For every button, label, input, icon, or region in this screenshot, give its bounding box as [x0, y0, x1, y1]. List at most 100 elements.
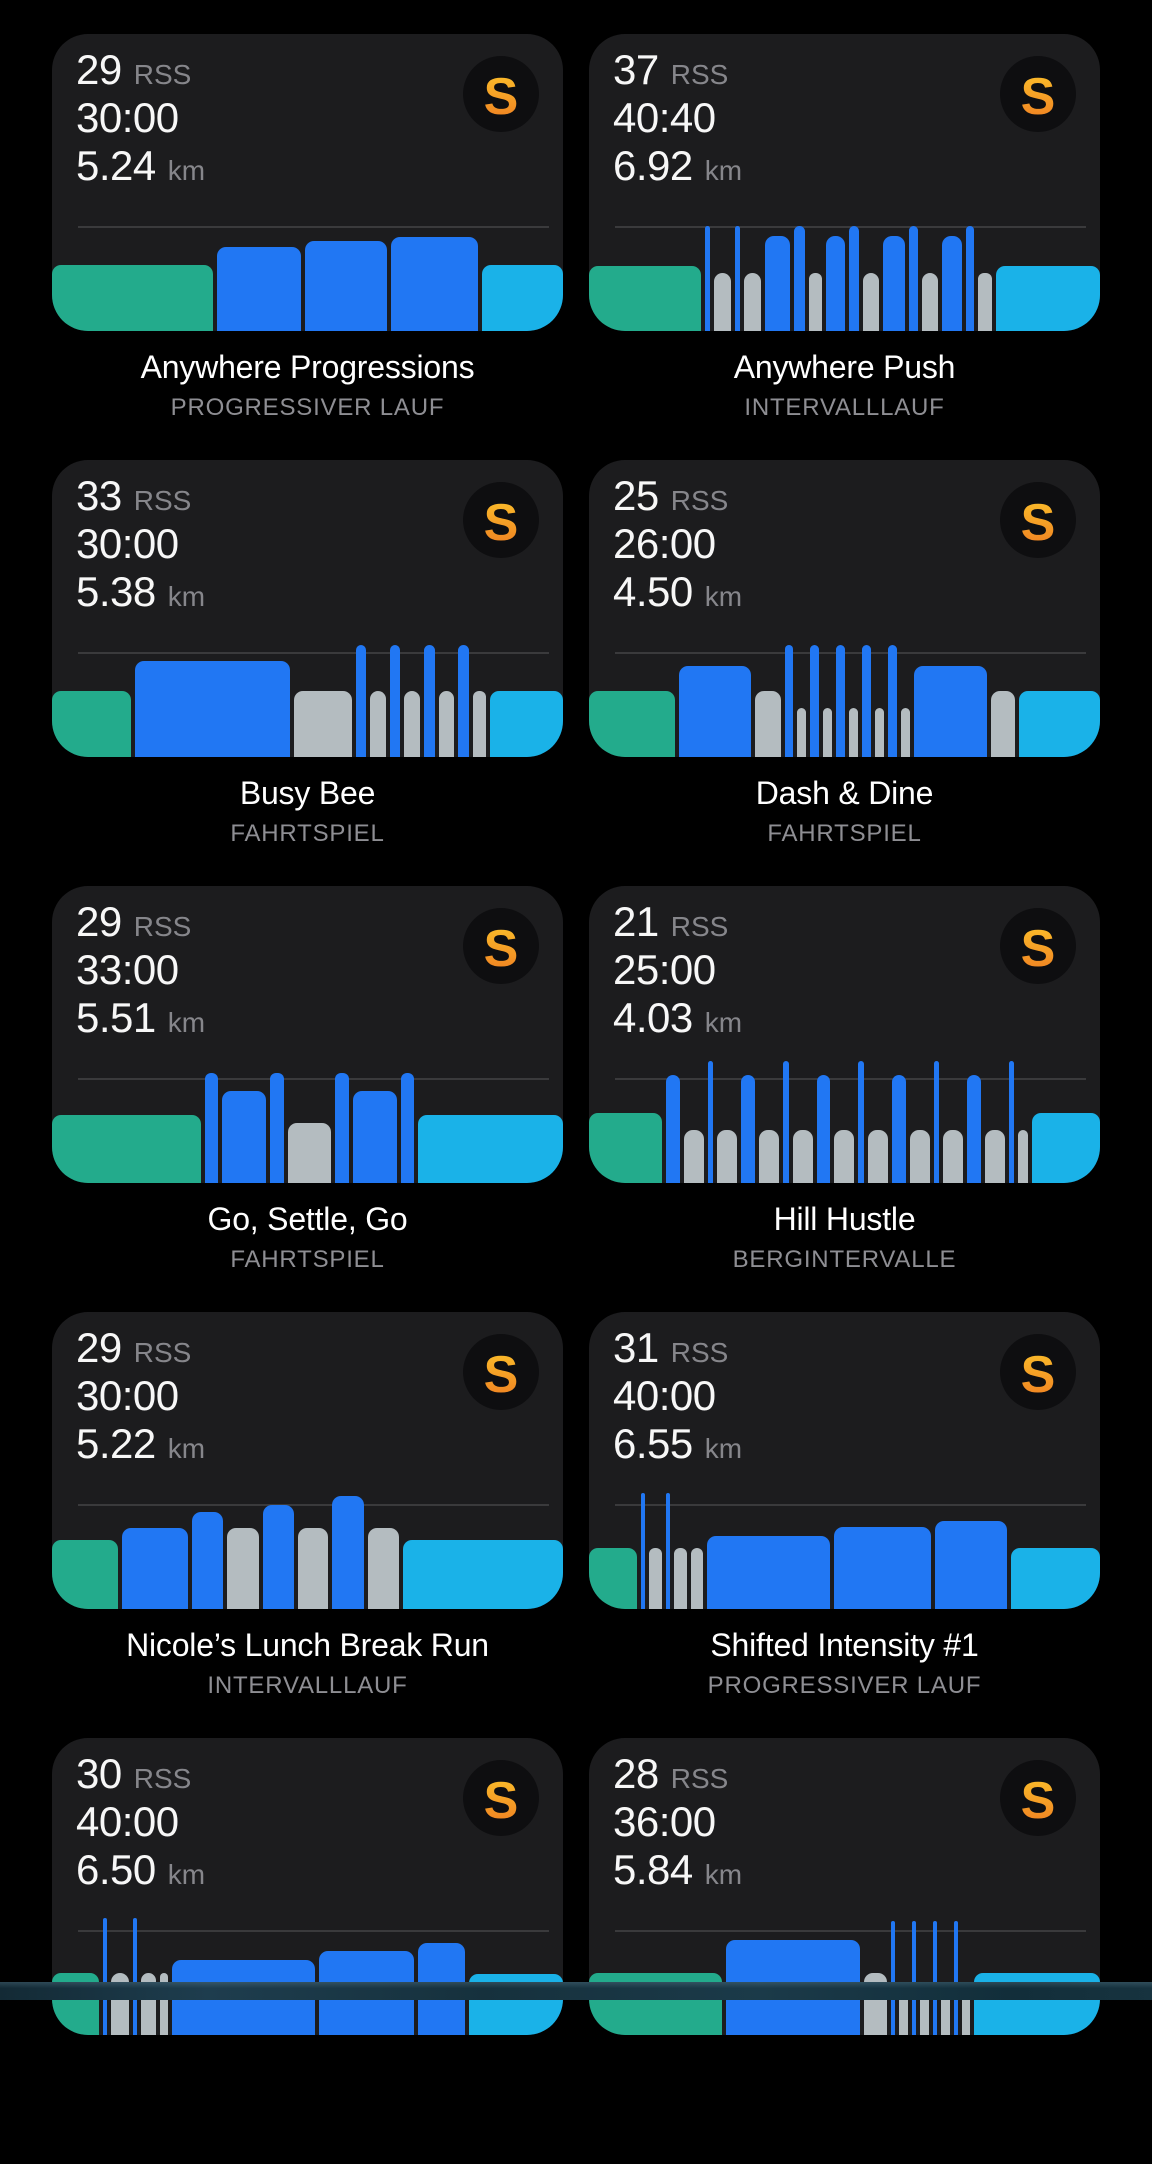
- svg-text:S: S: [1021, 1346, 1056, 1404]
- chart-bar-blue: [458, 645, 469, 757]
- chart-bar-gray: [875, 708, 884, 757]
- chart-bar-blue: [332, 1496, 363, 1609]
- chart-bar-gray: [684, 1130, 704, 1183]
- chart-bar-blue: [391, 237, 478, 331]
- duration-line: 25:00: [613, 946, 742, 994]
- rss-value: 29: [76, 898, 122, 946]
- stryd-logo-icon: S: [1000, 56, 1076, 132]
- chart-bar-blue: [707, 1536, 830, 1609]
- chart-bar-gray: [922, 273, 938, 332]
- rss-value: 37: [613, 46, 659, 94]
- distance-value: 4.03: [613, 994, 693, 1042]
- chart-bar-gray: [901, 708, 910, 757]
- rss-value: 30: [76, 1750, 122, 1798]
- duration-value: 36:00: [613, 1798, 716, 1846]
- chart-bar-blue: [765, 236, 790, 331]
- chart-bar-blue: [222, 1091, 266, 1183]
- rss-value: 29: [76, 1324, 122, 1372]
- distance-unit-label: km: [168, 147, 205, 195]
- chart-bar-blue: [858, 1061, 863, 1183]
- chart-bar-gray: [1018, 1130, 1027, 1183]
- distance-value: 6.92: [613, 142, 693, 190]
- chart-bar-cyan: [490, 691, 563, 757]
- chart-bar-green: [589, 266, 701, 331]
- chart-bar-gray: [868, 1130, 888, 1183]
- duration-line: 30:00: [76, 94, 205, 142]
- chart-bar-gray: [691, 1548, 703, 1609]
- chart-bar-blue: [666, 1493, 670, 1609]
- chart-bar-blue: [103, 1918, 107, 2035]
- duration-value: 40:00: [76, 1798, 179, 1846]
- intensity-chart: [52, 1905, 563, 2035]
- chart-bar-blue: [217, 247, 302, 332]
- svg-text:S: S: [484, 1346, 519, 1404]
- chart-bar-blue: [909, 226, 918, 331]
- stryd-logo-icon: S: [463, 1334, 539, 1410]
- chart-bar-blue: [783, 1061, 788, 1183]
- workout-type: PROGRESSIVER LAUF: [589, 1672, 1100, 1700]
- chart-bar-gray: [849, 708, 858, 757]
- duration-value: 25:00: [613, 946, 716, 994]
- chart-bar-blue: [933, 1921, 937, 2035]
- duration-line: 30:00: [76, 1372, 205, 1420]
- distance-unit-label: km: [168, 573, 205, 621]
- chart-bar-gray: [294, 691, 352, 757]
- chart-bar-blue: [794, 226, 805, 331]
- chart-bar-blue: [263, 1505, 294, 1609]
- chart-bar-blue: [826, 236, 845, 331]
- dock-edge: [0, 1982, 1152, 2000]
- chart-bar-gray: [755, 691, 781, 757]
- distance-unit-label: km: [168, 1425, 205, 1473]
- workout-type: FAHRTSPIEL: [589, 820, 1100, 848]
- chart-bar-gray: [744, 273, 761, 332]
- chart-bar-gray: [404, 691, 420, 757]
- distance-value: 5.24: [76, 142, 156, 190]
- workout-title: Anywhere Push: [589, 349, 1100, 386]
- chart-bar-blue: [705, 226, 711, 331]
- rss-unit-label: RSS: [134, 477, 192, 525]
- chart-bar-cyan: [482, 265, 563, 331]
- duration-line: 36:00: [613, 1798, 742, 1846]
- distance-value: 5.84: [613, 1846, 693, 1894]
- workout-title: Anywhere Progressions: [52, 349, 563, 386]
- chart-bar-blue: [735, 226, 741, 331]
- chart-bar-blue: [205, 1073, 219, 1184]
- duration-value: 30:00: [76, 1372, 179, 1420]
- chart-bar-gray: [985, 1130, 1005, 1183]
- chart-bar-blue: [785, 645, 794, 757]
- rss-unit-label: RSS: [671, 51, 729, 99]
- workout-title: Busy Bee: [52, 775, 563, 812]
- chart-bar-blue: [335, 1073, 349, 1184]
- chart-bar-blue: [914, 666, 987, 757]
- chart-bar-cyan: [403, 1540, 563, 1609]
- chart-bar-blue: [401, 1073, 415, 1184]
- rss-unit-label: RSS: [134, 1755, 192, 1803]
- duration-value: 30:00: [76, 520, 179, 568]
- rss-unit-label: RSS: [671, 903, 729, 951]
- chart-bar-gray: [368, 1528, 399, 1609]
- chart-bar-gray: [227, 1528, 258, 1609]
